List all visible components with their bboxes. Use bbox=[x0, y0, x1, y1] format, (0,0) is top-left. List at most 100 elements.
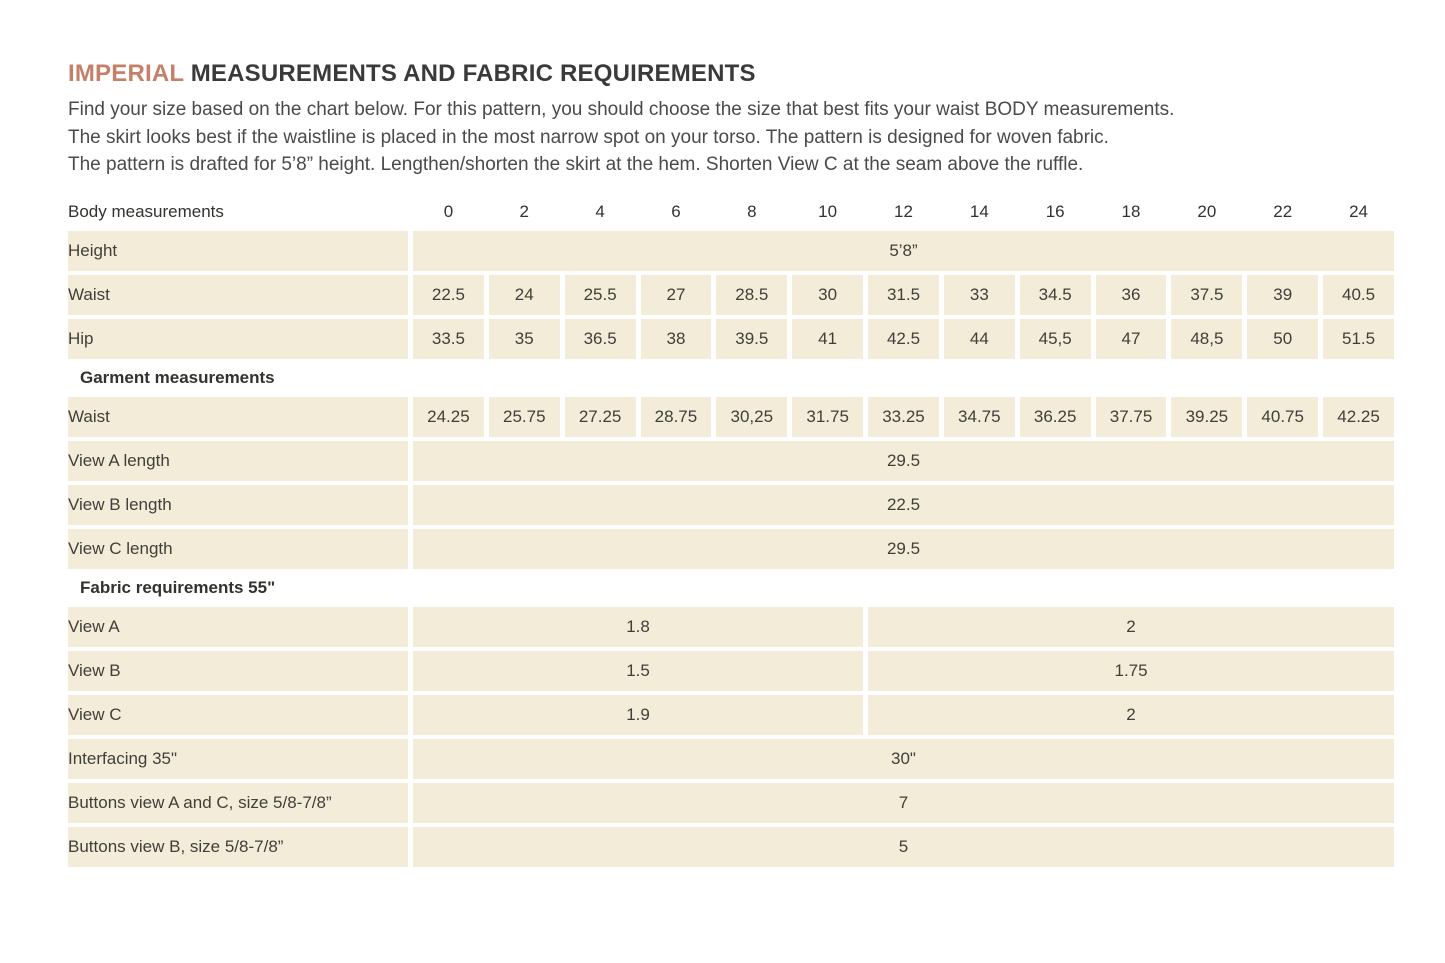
size-column-header: 6 bbox=[671, 201, 681, 221]
size-column-header: 20 bbox=[1197, 201, 1217, 221]
view-b-length-row: View B length 22.5 bbox=[68, 484, 1394, 525]
fabric-view-a-row: View A 1.8 2 bbox=[68, 606, 1394, 647]
intro-paragraph: Find your size based on the chart below.… bbox=[68, 96, 1399, 179]
intro-line-2: The skirt looks best if the waistline is… bbox=[68, 126, 1109, 148]
value-cell: 33 bbox=[943, 274, 1015, 315]
row-label: Hip bbox=[68, 318, 408, 359]
view-c-length-value: 29.5 bbox=[413, 528, 1394, 569]
size-column-header: 16 bbox=[1045, 201, 1065, 221]
row-label: Height bbox=[68, 230, 408, 271]
garment-section-row: Garment measurements bbox=[68, 363, 1394, 393]
buttons-b-row: Buttons view B, size 5/8-7/8” 5 bbox=[68, 826, 1394, 867]
value-cell: 39.5 bbox=[716, 318, 788, 359]
value-cell: 31.75 bbox=[792, 396, 864, 437]
row-label: View A bbox=[68, 606, 408, 647]
value-cell: 35 bbox=[488, 318, 560, 359]
value-cell: 47 bbox=[1095, 318, 1167, 359]
garment-measurements-header: Garment measurements bbox=[80, 367, 275, 387]
size-column-header: 8 bbox=[747, 201, 757, 221]
value-cell: 25.5 bbox=[564, 274, 636, 315]
size-column-header: 12 bbox=[894, 201, 913, 221]
value-cell: 42.25 bbox=[1323, 396, 1394, 437]
row-label: Buttons view B, size 5/8-7/8” bbox=[68, 826, 408, 867]
value-cell: 37.75 bbox=[1095, 396, 1167, 437]
body-measurements-header: Body measurements bbox=[68, 201, 224, 221]
height-value: 5’8” bbox=[413, 230, 1394, 271]
row-label: View B bbox=[68, 650, 408, 691]
page-title: IMPERIAL MEASUREMENTS AND FABRIC REQUIRE… bbox=[68, 60, 1399, 88]
interfacing-row: Interfacing 35" 30" bbox=[68, 738, 1394, 779]
height-row: Height 5’8” bbox=[68, 230, 1394, 271]
value-cell: 25.75 bbox=[488, 396, 560, 437]
value-cell: 44 bbox=[943, 318, 1015, 359]
value-cell: 27.25 bbox=[564, 396, 636, 437]
value-cell: 30 bbox=[792, 274, 864, 315]
value-cell: 40.5 bbox=[1323, 274, 1394, 315]
row-label: View C length bbox=[68, 528, 408, 569]
value-cell: 41 bbox=[792, 318, 864, 359]
value-cell: 50 bbox=[1247, 318, 1319, 359]
fabric-view-a-large-sizes: 2 bbox=[868, 606, 1394, 647]
waist-garment-row: Waist 24.25 25.75 27.25 28.75 30,25 31.7… bbox=[68, 396, 1394, 437]
size-column-header: 10 bbox=[818, 201, 838, 221]
row-label: Waist bbox=[68, 274, 408, 315]
value-cell: 30,25 bbox=[716, 396, 788, 437]
value-cell: 24 bbox=[488, 274, 560, 315]
content: IMPERIAL MEASUREMENTS AND FABRIC REQUIRE… bbox=[68, 60, 1399, 871]
view-a-length-row: View A length 29.5 bbox=[68, 440, 1394, 481]
value-cell: 33.5 bbox=[413, 318, 484, 359]
buttons-ac-value: 7 bbox=[413, 782, 1394, 823]
measurements-table: Body measurements 0 2 4 6 8 10 12 14 16 … bbox=[63, 193, 1399, 871]
value-cell: 22.5 bbox=[413, 274, 484, 315]
value-cell: 45,5 bbox=[1019, 318, 1091, 359]
value-cell: 48,5 bbox=[1171, 318, 1243, 359]
value-cell: 39 bbox=[1247, 274, 1319, 315]
view-b-length-value: 22.5 bbox=[413, 484, 1394, 525]
intro-line-1: Find your size based on the chart below.… bbox=[68, 99, 1175, 120]
value-cell: 40.75 bbox=[1247, 396, 1319, 437]
value-cell: 34.75 bbox=[943, 396, 1015, 437]
fabric-view-b-row: View B 1.5 1.75 bbox=[68, 650, 1394, 691]
size-column-header: 14 bbox=[969, 201, 989, 221]
row-label: View A length bbox=[68, 440, 408, 481]
fabric-view-b-small-sizes: 1.5 bbox=[413, 650, 864, 691]
size-column-header: 4 bbox=[595, 201, 605, 221]
fabric-requirements-header: Fabric requirements 55" bbox=[80, 577, 276, 597]
value-cell: 27 bbox=[640, 274, 712, 315]
row-label: Waist bbox=[68, 396, 408, 437]
size-column-header: 18 bbox=[1121, 201, 1141, 221]
size-column-header: 22 bbox=[1273, 201, 1293, 221]
value-cell: 33.25 bbox=[868, 396, 939, 437]
value-cell: 39.25 bbox=[1171, 396, 1243, 437]
value-cell: 31.5 bbox=[868, 274, 939, 315]
interfacing-value: 30" bbox=[413, 738, 1394, 779]
value-cell: 51.5 bbox=[1323, 318, 1394, 359]
value-cell: 24.25 bbox=[413, 396, 484, 437]
fabric-view-a-small-sizes: 1.8 bbox=[413, 606, 864, 647]
size-column-header: 2 bbox=[519, 201, 529, 221]
value-cell: 38 bbox=[640, 318, 712, 359]
value-cell: 28.75 bbox=[640, 396, 712, 437]
value-cell: 34.5 bbox=[1019, 274, 1091, 315]
buttons-ac-row: Buttons view A and C, size 5/8-7/8” 7 bbox=[68, 782, 1394, 823]
hip-row: Hip 33.5 35 36.5 38 39.5 41 42.5 44 45,5… bbox=[68, 318, 1394, 359]
size-column-header: 0 bbox=[443, 201, 454, 221]
view-c-length-row: View C length 29.5 bbox=[68, 528, 1394, 569]
title-highlight: IMPERIAL bbox=[68, 60, 184, 87]
waist-body-row: Waist 22.5 24 25.5 27 28.5 30 31.5 33 34… bbox=[68, 274, 1394, 315]
view-a-length-value: 29.5 bbox=[413, 440, 1394, 481]
fabric-view-c-small-sizes: 1.9 bbox=[413, 694, 864, 735]
value-cell: 28.5 bbox=[716, 274, 788, 315]
row-label: View B length bbox=[68, 484, 408, 525]
value-cell: 36 bbox=[1095, 274, 1167, 315]
value-cell: 37.5 bbox=[1171, 274, 1243, 315]
size-column-header: 24 bbox=[1349, 201, 1369, 221]
fabric-section-row: Fabric requirements 55" bbox=[68, 573, 1394, 603]
intro-line-3: The pattern is drafted for 5’8” height. … bbox=[68, 154, 1084, 175]
row-label: Buttons view A and C, size 5/8-7/8” bbox=[68, 782, 408, 823]
title-rest: MEASUREMENTS AND FABRIC REQUIREMENTS bbox=[190, 60, 756, 87]
buttons-b-value: 5 bbox=[413, 826, 1394, 867]
fabric-view-c-large-sizes: 2 bbox=[868, 694, 1394, 735]
value-cell: 36.5 bbox=[564, 318, 636, 359]
